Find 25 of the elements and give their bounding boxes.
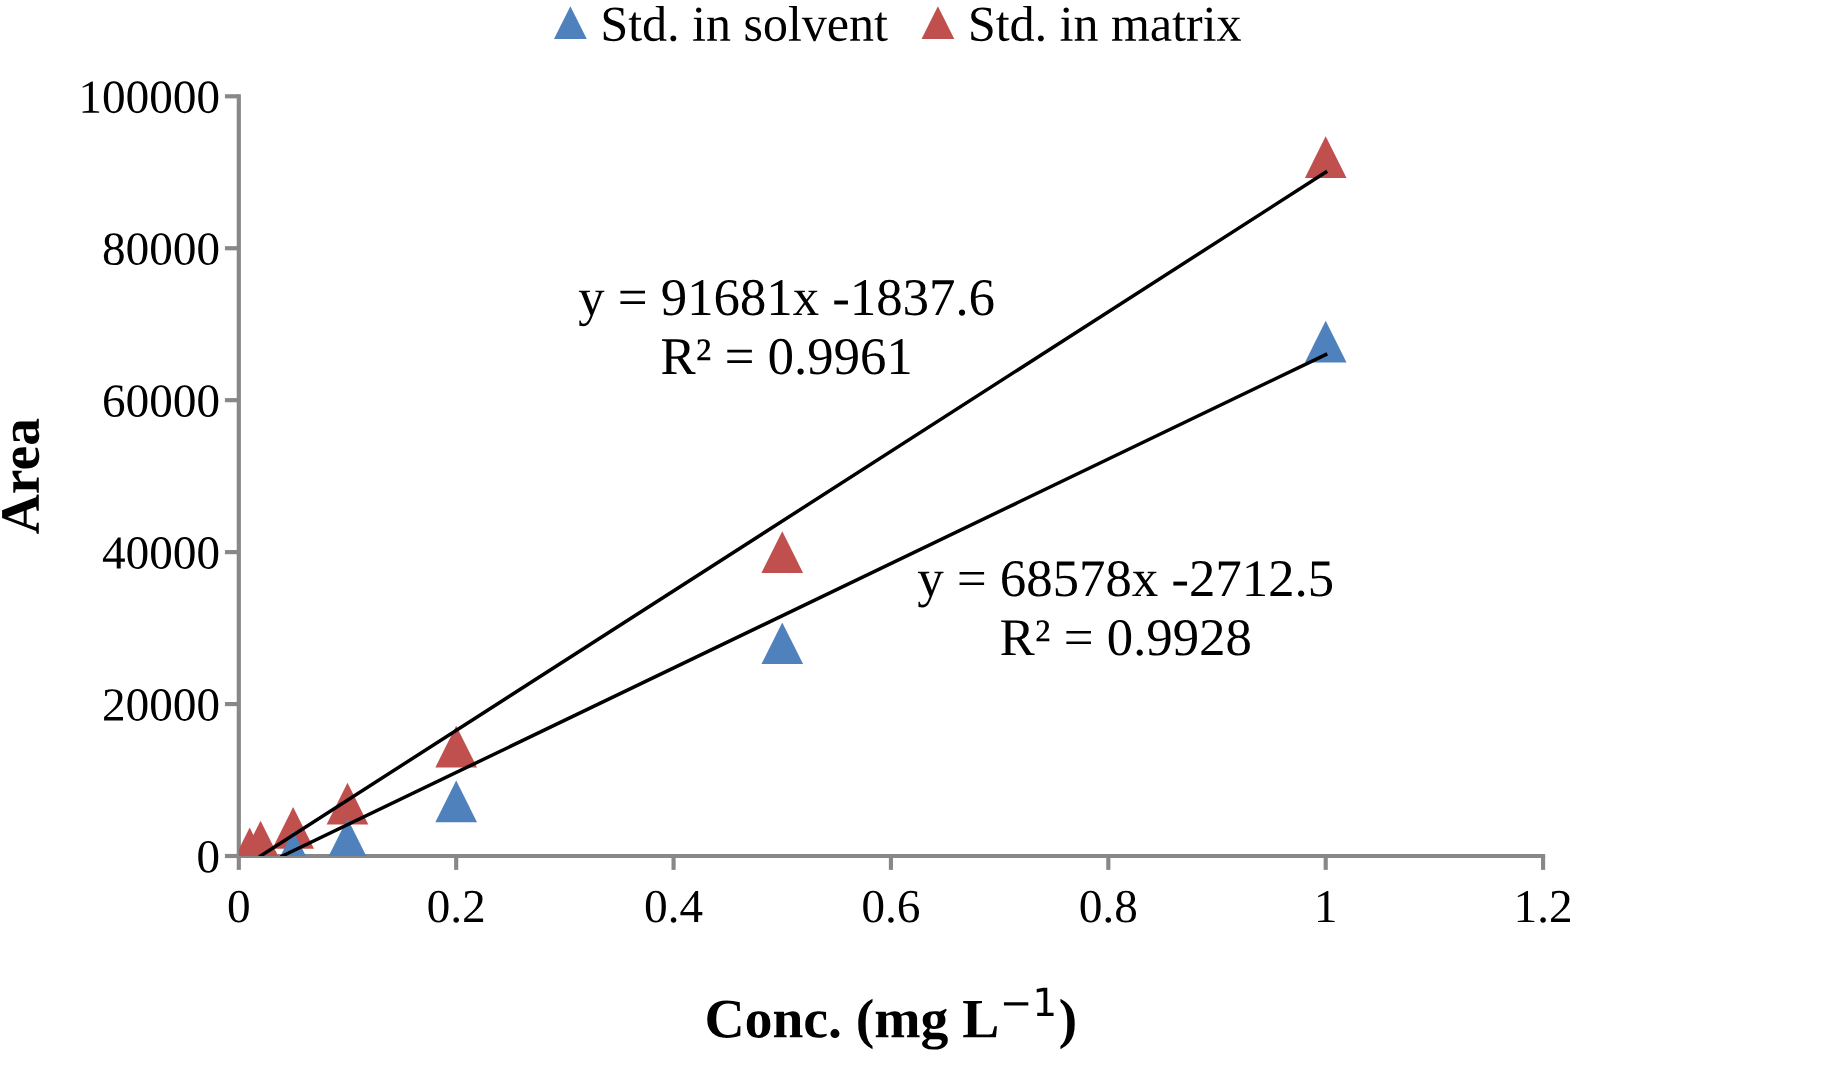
- annotation: y = 91681x -1837.6 R² = 0.9961: [578, 279, 994, 375]
- x-tick-label: 0.4: [645, 890, 703, 923]
- y-axis-title: Area: [2, 418, 40, 534]
- y-tick-label: 40000: [102, 537, 219, 569]
- y-tick-label: 100000: [82, 81, 219, 114]
- point: [435, 725, 478, 768]
- x-tick-label: 0.2: [428, 890, 484, 923]
- x-axis-title: Conc. (mg L$^{−1}$): [707, 987, 1075, 1050]
- x-tick-label: 0: [228, 890, 249, 923]
- legend-label: Std. in solvent: [603, 5, 888, 42]
- x-tick-label: 0.6: [863, 890, 920, 923]
- y-tick-label: 80000: [103, 233, 219, 266]
- point: [435, 780, 478, 823]
- point: [1304, 136, 1347, 178]
- point: [761, 531, 804, 573]
- annotation: y = 68578x -2712.5 R² = 0.9928: [917, 560, 1333, 656]
- point: [1304, 320, 1347, 363]
- point: [761, 622, 804, 665]
- x-tick-label: 0.8: [1080, 890, 1137, 923]
- y-tick-label: 0: [198, 840, 219, 873]
- y-tick-label: 20000: [104, 689, 219, 721]
- y-tick-label: 60000: [104, 385, 219, 418]
- legend-label: Std. in matrix: [971, 5, 1241, 42]
- x-tick-label: 1.2: [1517, 890, 1570, 923]
- x-tick-label: 1: [1318, 890, 1335, 923]
